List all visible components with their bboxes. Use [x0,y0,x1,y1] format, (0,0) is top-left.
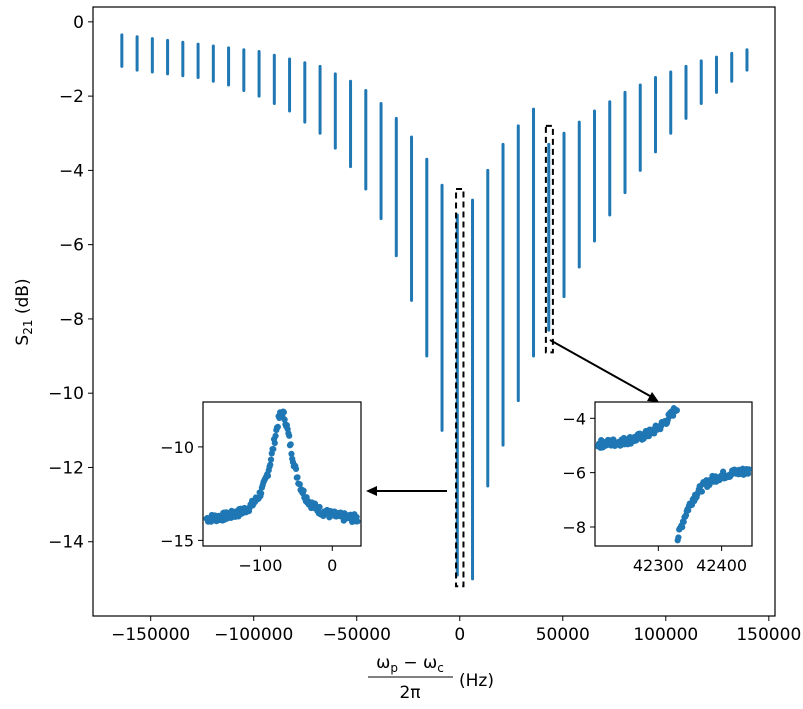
y-tick-label: −6 [59,236,84,256]
x-tick-label: 50000 [536,625,590,645]
box-center [455,187,465,588]
inset-left-point [258,490,265,497]
inset-left-point [288,450,295,458]
inset-right-point [675,534,682,541]
inset-left-point [280,409,287,416]
inset-left-points [203,408,361,525]
x-axis-ticks: −150000 −100000 −50000 0 50000 100000 150000 [111,616,801,645]
inset-right-point [685,507,692,514]
x-axis-label: ωp − ωc 2π (Hz) [368,653,494,703]
x-label-omega-2: ω [423,653,437,673]
inset-right-y-tick-label: −8 [562,518,586,537]
x-tick-label: −100000 [214,625,293,645]
box-right [544,124,554,354]
inset-left: −100 0 −10 −15 [160,401,362,575]
inset-left-point [270,445,277,453]
inset-left-y-tick-label: −15 [160,531,194,550]
inset-left-point [292,465,300,473]
inset-left-point [300,487,307,494]
x-tick-label: −150000 [111,625,190,645]
annotation-arrows [366,339,659,496]
inset-right-point [680,518,687,525]
inset-left-point [287,441,294,448]
inset-left-background [202,401,362,547]
inset-left-point [274,423,281,430]
inset-left-point [354,518,361,525]
y-label-sub: 21 [21,320,35,335]
main-plot-frame [92,6,776,617]
inset-left-point [286,432,293,439]
y-tick-label: −14 [48,533,84,553]
x-label-numerator: ωp − ωc [376,653,444,675]
inset-right-y-tick-label: −6 [562,464,586,483]
y-tick-label: −4 [59,161,84,181]
x-tick-label: 0 [454,625,465,645]
inset-right-point [673,407,681,414]
y-label-rest: (dB) [13,278,33,319]
x-label-sub-c: c [437,661,444,675]
inset-left-point [316,503,323,511]
inset-right-point [745,466,752,473]
inset-left-point [296,481,303,488]
inset-left-point [267,456,275,463]
x-label-minus: − [398,653,423,673]
y-tick-label: −12 [48,458,84,478]
x-label-sub-p: p [390,661,398,675]
y-tick-label: −10 [48,384,84,404]
y-tick-label: −8 [59,310,84,330]
inset-left-point [267,461,274,468]
inset-right-points [595,405,752,544]
arrow-left-head [366,486,377,496]
inset-right-point [679,524,686,531]
x-label-unit: (Hz) [459,671,494,691]
inset-right-x-tick-label: 42400 [696,556,747,575]
inset-left-x-tick-label: −100 [238,556,282,575]
inset-left-point [294,474,301,481]
y-axis-label: S21 (dB) [13,278,35,345]
inset-left-ticks: −100 0 −10 −15 [160,438,337,575]
y-axis-ticks: 0 −2 −4 −6 −8 −10 −12 −14 [48,13,93,553]
arrow-right-line [549,339,651,397]
x-tick-label: −50000 [323,625,391,645]
x-tick-label: 100000 [633,625,698,645]
highlight-boxes [455,124,554,588]
y-label-main: S [13,335,33,346]
inset-right-point [698,488,705,495]
x-label-denominator: 2π [399,683,420,703]
inset-left-point [272,432,279,440]
inset-left-point [271,439,278,447]
x-tick-label: 150000 [736,625,801,645]
inset-left-point [264,472,272,479]
sweep-series [120,33,749,581]
inset-right-x-tick-label: 42300 [633,556,684,575]
inset-right: 42300 42400 −4 −6 −8 [562,401,753,575]
inset-left-x-tick-label: 0 [327,556,337,575]
y-tick-label: −2 [59,87,84,107]
inset-right-ticks: 42300 42400 −4 −6 −8 [562,409,747,575]
inset-right-y-tick-label: −4 [562,409,586,428]
inset-left-y-tick-label: −10 [160,438,194,457]
inset-left-point [281,416,288,423]
y-tick-label: 0 [73,13,84,33]
arrow-right-head [647,392,659,402]
x-label-omega-1: ω [376,653,390,673]
